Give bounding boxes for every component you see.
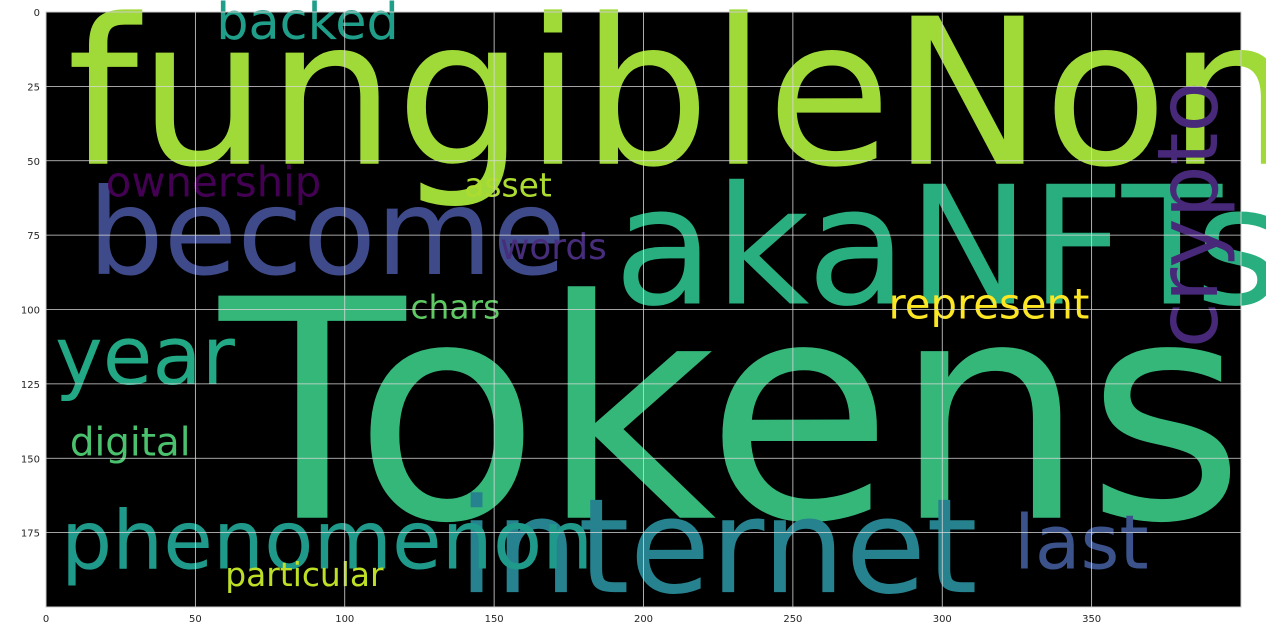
word-particular: particular bbox=[225, 555, 384, 594]
x-tick-label: 0 bbox=[43, 614, 49, 625]
word-year: year bbox=[55, 310, 236, 404]
word-internet: internet bbox=[458, 470, 977, 623]
y-tick-label: 175 bbox=[21, 529, 40, 540]
y-tick-label: 100 bbox=[21, 306, 40, 317]
x-tick-label: 150 bbox=[485, 614, 504, 625]
word-chars: chars bbox=[410, 287, 500, 326]
x-tick-label: 350 bbox=[1082, 614, 1101, 625]
word-backed: backed bbox=[216, 0, 398, 51]
x-tick-label: 100 bbox=[335, 614, 354, 625]
x-tick-label: 50 bbox=[189, 614, 202, 625]
y-tick-label: 150 bbox=[21, 454, 40, 465]
word-fungiblenon: fungibleNon bbox=[67, 0, 1266, 212]
word-phenomenon: phenomenon bbox=[61, 494, 593, 588]
word-ownership: ownership bbox=[106, 157, 322, 206]
word-digital: digital bbox=[70, 420, 191, 465]
word-last: last bbox=[1014, 499, 1149, 586]
y-tick-label: 0 bbox=[34, 8, 40, 19]
x-tick-label: 200 bbox=[634, 614, 653, 625]
axes-frame bbox=[45, 11, 1242, 608]
y-tick-label: 25 bbox=[27, 82, 40, 93]
grid-layer bbox=[45, 11, 1241, 607]
y-tick-label: 75 bbox=[27, 231, 40, 242]
x-tick-label: 300 bbox=[933, 614, 952, 625]
x-axis-ticks: 0 50 100 150 200 250 300 350 bbox=[43, 614, 1101, 625]
y-tick-label: 125 bbox=[21, 380, 40, 391]
word-represent: represent bbox=[888, 279, 1089, 328]
y-tick-label: 50 bbox=[27, 157, 40, 168]
y-axis-ticks: 0 25 50 75 100 125 150 175 bbox=[21, 8, 40, 540]
word-asset: asset bbox=[464, 165, 552, 204]
word-crypto: crypto bbox=[1139, 81, 1237, 348]
x-tick-label: 250 bbox=[783, 614, 802, 625]
word-become: become bbox=[88, 164, 566, 303]
word-tokens: Tokens bbox=[215, 235, 1245, 590]
word-akanfts: akaNFTs bbox=[614, 151, 1266, 343]
word-words: words bbox=[500, 227, 607, 268]
